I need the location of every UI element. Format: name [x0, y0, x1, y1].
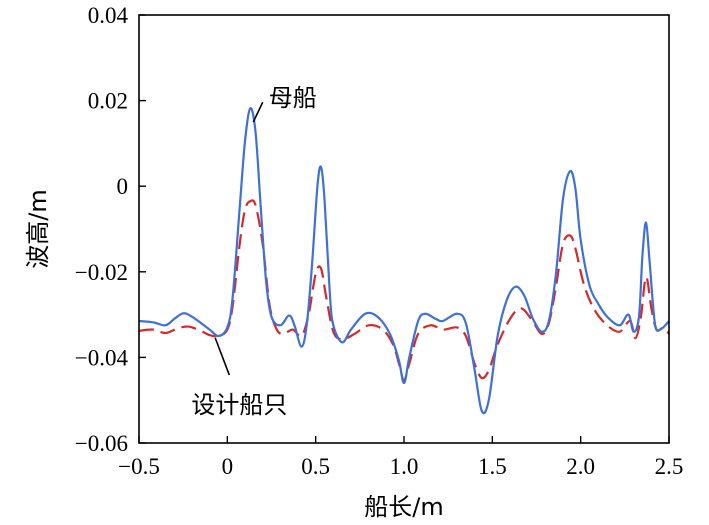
y-axis-title: 波高/m	[24, 189, 52, 268]
y-tick-label: 0.02	[88, 89, 128, 114]
y-tick-label: −0.04	[75, 345, 129, 370]
y-tick-label: 0	[117, 174, 129, 199]
x-tick-label: 2.5	[655, 454, 684, 479]
series-layer	[139, 107, 669, 415]
plot-area-frame	[138, 14, 670, 444]
y-tick-label: −0.06	[75, 431, 128, 456]
annotation-leader-line	[214, 337, 231, 376]
annotation-label-parent-ship: 母船	[269, 84, 317, 112]
x-tick-label: −0.5	[118, 454, 160, 479]
series-line-design-ship	[139, 199, 669, 383]
series-line-parent-ship	[139, 107, 669, 415]
y-tick-label: 0.04	[88, 3, 129, 28]
x-tick-label: 2.0	[566, 454, 595, 479]
annotation-leader-line	[252, 101, 264, 123]
x-tick-label: 1.5	[478, 454, 507, 479]
axis-ticks: −0.5 0 0.5 1.0 1.5 2.0 2.5 0.04 0.02 0 −0.02 −0.04 −…	[75, 3, 684, 479]
x-tick-label: 1.0	[390, 454, 419, 479]
x-tick-label: 0	[222, 454, 234, 479]
x-tick-label: 0.5	[301, 454, 330, 479]
y-tick-label: −0.02	[75, 260, 128, 285]
x-axis-title: 船长/m	[364, 493, 443, 521]
annotation-label-design-ship: 设计船只	[191, 391, 287, 419]
